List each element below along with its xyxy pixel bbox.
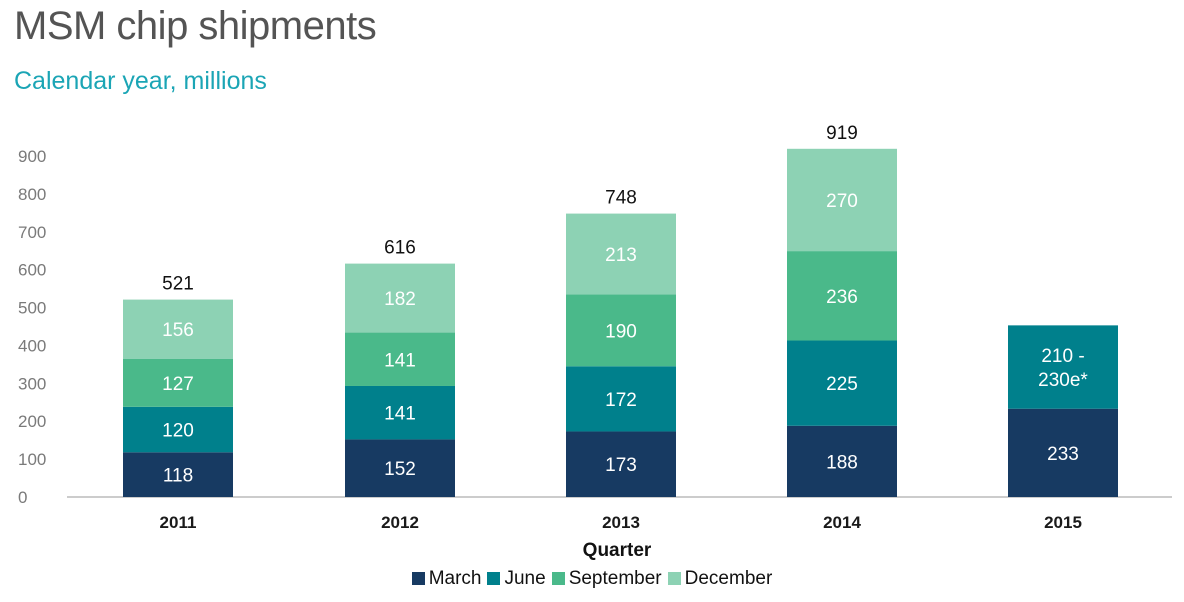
legend-label: June <box>504 568 546 589</box>
segment-value-label: 156 <box>162 320 194 341</box>
legend-swatch <box>487 572 501 585</box>
bar-march-2014 <box>787 425 897 497</box>
bar-june-2012 <box>345 385 455 440</box>
segment-value-label: 182 <box>384 289 416 310</box>
segment-value-label: 213 <box>605 245 637 266</box>
segment-value-label: 120 <box>162 421 194 442</box>
legend-label: March <box>428 568 482 589</box>
bar-june-2014 <box>787 340 897 426</box>
segment-value-label: 141 <box>384 404 416 425</box>
y-tick-label: 800 <box>18 185 46 204</box>
y-tick-label: 400 <box>18 336 46 355</box>
legend-swatch <box>551 572 565 585</box>
bar-december-2013 <box>566 213 676 295</box>
segment-value-label: 270 <box>826 191 858 212</box>
x-tick-label: 2015 <box>1044 513 1082 532</box>
bar-total-label: 919 <box>826 123 858 144</box>
segment-value-label: 210 - <box>1041 346 1084 367</box>
segment-value-label: 225 <box>826 374 858 395</box>
legend-item-december: December <box>667 568 773 590</box>
segment-value-label: 188 <box>826 452 858 473</box>
legend-swatch <box>667 572 681 585</box>
chart-legend: March June September December <box>0 568 1184 590</box>
x-tick-label: 2012 <box>381 513 419 532</box>
bar-september-2013 <box>566 294 676 367</box>
legend-item-june: June <box>487 568 546 590</box>
y-tick-label: 200 <box>18 412 46 431</box>
segment-value-label: 127 <box>162 374 194 395</box>
y-tick-label: 100 <box>18 450 46 469</box>
bar-december-2011 <box>123 299 233 359</box>
y-tick-label: 0 <box>18 488 27 507</box>
segment-value-label: 233 <box>1047 444 1079 465</box>
segment-value-label: 118 <box>163 466 193 487</box>
y-tick-label: 300 <box>18 374 46 393</box>
bar-december-2014 <box>787 148 897 252</box>
bar-march-2015 <box>1008 408 1118 497</box>
bar-september-2011 <box>123 358 233 407</box>
bar-total-label: 748 <box>605 188 637 209</box>
bar-march-2013 <box>566 431 676 497</box>
bar-total-label: 521 <box>162 274 194 295</box>
bar-december-2012 <box>345 263 455 333</box>
bar-march-2012 <box>345 439 455 497</box>
y-tick-label: 700 <box>18 223 46 242</box>
bar-september-2012 <box>345 332 455 386</box>
bar-september-2014 <box>787 251 897 341</box>
segment-value-label: 236 <box>826 287 858 308</box>
segment-value-label: 152 <box>384 459 416 480</box>
segment-value-label: 190 <box>605 321 637 342</box>
chart-subtitle: Calendar year, millions <box>14 67 267 95</box>
chart-title: MSM chip shipments <box>14 4 377 48</box>
x-tick-label: 2011 <box>160 513 197 532</box>
legend-item-september: September <box>551 568 662 590</box>
bar-june-2013 <box>566 366 676 432</box>
legend-label: September <box>568 568 662 589</box>
segment-value-label: 141 <box>384 350 416 371</box>
legend-label: December <box>684 568 773 589</box>
bar-june-2015 <box>1008 325 1118 409</box>
segment-value-label: 173 <box>605 455 637 476</box>
x-axis-label: Quarter <box>582 540 652 561</box>
bar-total-label: 616 <box>384 238 416 259</box>
y-tick-label: 900 <box>18 147 46 166</box>
segment-value-label: 172 <box>605 390 637 411</box>
x-tick-label: 2013 <box>602 513 640 532</box>
legend-swatch <box>411 572 425 585</box>
y-tick-label: 500 <box>18 299 46 318</box>
segment-value-label: 230e* <box>1038 370 1088 391</box>
y-tick-label: 600 <box>18 261 46 280</box>
legend-item-march: March <box>411 568 482 590</box>
bar-june-2011 <box>123 406 233 453</box>
x-tick-label: 2014 <box>823 513 861 532</box>
bar-march-2011 <box>123 452 233 497</box>
